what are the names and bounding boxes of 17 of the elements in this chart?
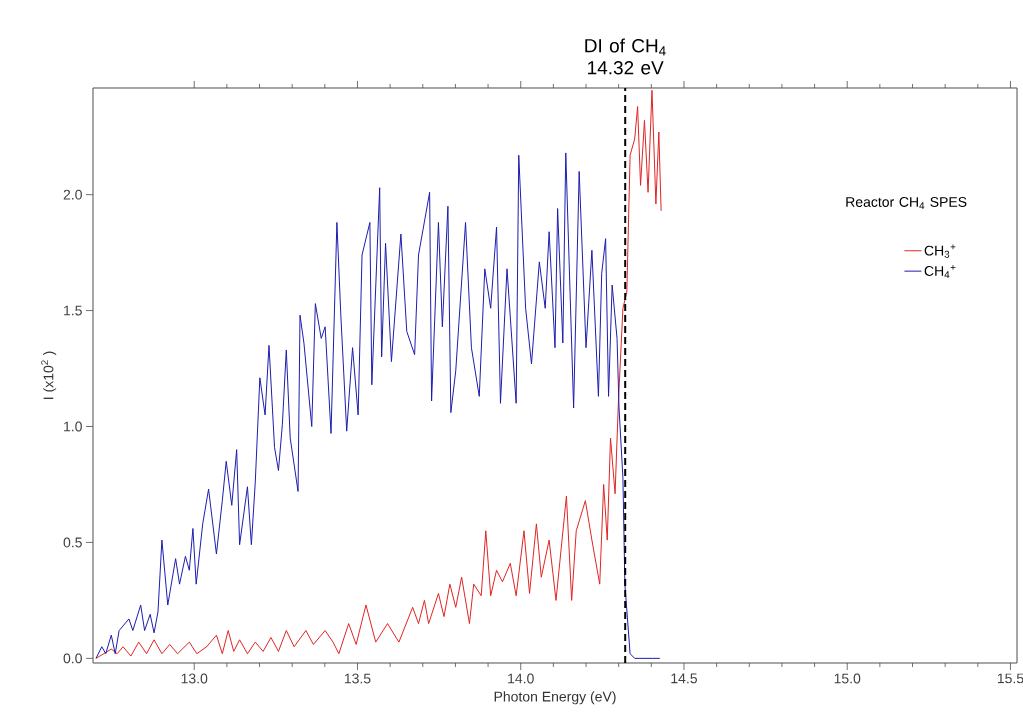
x-tick-label: 15.5 bbox=[997, 673, 1023, 684]
y-tick-label: 0.0 bbox=[63, 653, 82, 664]
legend-label: CH$_{3}$+ bbox=[924, 244, 956, 258]
x-tick-label: 15.0 bbox=[834, 673, 861, 684]
x-tick-label: 14.5 bbox=[671, 673, 698, 684]
y-tick-label: 1.5 bbox=[64, 305, 82, 316]
x-tick-label: 14.0 bbox=[508, 673, 534, 684]
y-axis-title: I (x10$^{2}$ ) bbox=[41, 351, 57, 399]
legend-title: Reactor CH$_{4}$ SPES bbox=[846, 197, 967, 209]
x-tick-label: 13.5 bbox=[344, 673, 371, 684]
y-tick-label: 0.5 bbox=[63, 537, 82, 548]
x-tick-label: 13.0 bbox=[181, 673, 208, 684]
y-tick-label: 1.0 bbox=[64, 421, 82, 432]
ref-line-label: DI of CH$_{4}$ 14.32 eV bbox=[585, 38, 666, 75]
legend-label: CH$_{4}$+ bbox=[924, 264, 956, 278]
y-tick-label: 2.0 bbox=[63, 189, 82, 200]
x-axis-title: Photon Energy (eV) bbox=[494, 691, 616, 705]
